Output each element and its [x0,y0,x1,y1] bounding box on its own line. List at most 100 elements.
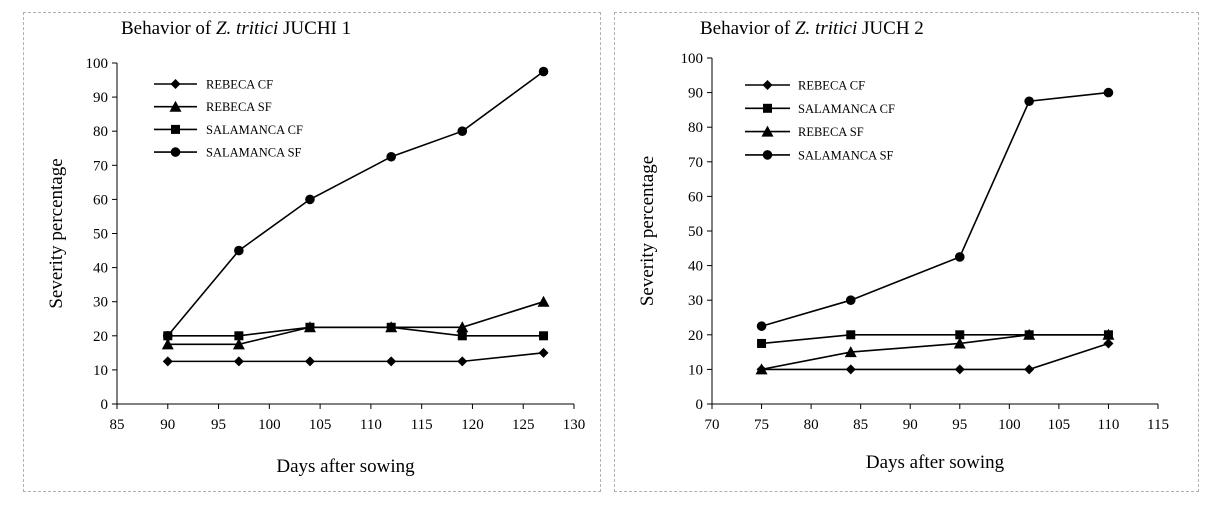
chart-1-title-prefix: Behavior of [121,18,216,39]
chart-1-title-italic: Z. tritici [216,18,278,39]
chart-2-series-rebeca-sf-point [844,346,857,358]
chart-2-series-salamanca-cf-point [757,338,767,348]
chart-1-legend-marker [170,147,181,157]
chart-2-series-rebeca-sf-point [1102,328,1115,340]
chart-2-series-rebeca-cf-line [761,342,1109,371]
chart-2-x-tick-label: 105 [1048,417,1071,433]
chart-2-y-tick-label: 80 [688,120,703,136]
chart-2-y-tick-label: 40 [688,259,703,275]
chart-1-y-tick-label: 70 [93,158,108,174]
chart-1-series-rebeca-sf-point [232,338,245,350]
chart-2-x-tick-label: 80 [804,417,819,433]
chart-2-series-salamanca-cf-point [955,330,965,340]
chart-1-series-rebeca-sf-point [537,295,550,307]
chart-1-y-tick-label: 40 [93,261,108,277]
chart-2-series-salamanca-cf-line [761,333,1109,345]
chart-1-series-rebeca-sf [161,295,550,350]
chart-1-y-tick-label: 0 [101,397,109,413]
chart-2-series-salamanca-sf-point [1024,96,1034,107]
chart-2-y-tick-label: 30 [688,293,703,309]
chart-1-series-rebeca-sf-point [456,321,469,333]
chart-1-legend-label: REBECA SF [206,100,272,114]
chart-2-x-tick-label: 100 [998,417,1021,433]
chart-1-legend-item: SALAMANCA SF [154,146,302,160]
chart-1-x-tick-label: 100 [258,417,281,433]
chart-1-x-tick-label: 85 [110,417,125,433]
chart-1-title: Behavior of Z. tritici JUCHI 1 [121,18,351,39]
chart-1-series-rebeca-cf-point [538,347,549,358]
chart-1-legend-marker [171,124,180,134]
chart-2-legend-item: SALAMANCA CF [745,102,895,116]
chart-2-x-tick-label: 85 [853,417,868,433]
chart-2-y-tick-label: 60 [688,189,703,205]
chart-2-x-tick-label: 95 [952,417,967,433]
chart-2-title-suffix: JUCH 2 [857,18,924,39]
chart-1-series-salamanca-sf-line [167,70,545,337]
chart-2-legend-marker [762,150,773,160]
chart-2-y-tick-label: 50 [688,224,703,240]
chart-2-series-rebeca-sf-point [755,363,768,375]
chart-1-series-salamanca-sf-point [386,151,397,162]
chart-1-legend-label: SALAMANCA SF [206,146,302,160]
chart-2-series-rebeca-cf-point [1024,364,1035,375]
chart-2-legend-item: REBECA CF [745,79,865,93]
chart-1-x-tick-label: 125 [512,417,535,433]
chart-2-y-tick-label: 100 [681,51,704,67]
chart-2-series-rebeca-sf-point [953,337,966,349]
chart-1-series-salamanca-cf-point [305,322,315,332]
chart-2-legend-label: REBECA CF [798,79,865,93]
chart-1-legend-marker [170,79,181,89]
chart-1-legend-item: REBECA SF [154,100,272,114]
chart-2-series-rebeca-sf-line [761,333,1109,371]
chart-2-series-rebeca-cf-point [845,364,856,375]
chart-1-series-rebeca-sf-line [167,300,544,346]
chart-2-title-prefix: Behavior of [700,18,795,39]
chart-2-x-tick-label: 115 [1147,417,1169,433]
chart-1-series-rebeca-cf-point [304,356,315,367]
chart-2-x-tick-label: 90 [903,417,918,433]
chart-2-y-tick-label: 20 [688,328,703,344]
chart-1-series-salamanca-cf [163,322,549,341]
chart-2-series-salamanca-sf-point [954,252,965,262]
chart-1-y-tick-label: 100 [86,56,109,72]
chart-2-x-tick-label: 75 [754,417,769,433]
chart-1-x-tick-label: 120 [461,417,484,433]
chart-2-series-rebeca-cf-point [1103,338,1114,349]
chart-1-series-rebeca-cf-point [162,356,173,367]
chart-1-series-rebeca-cf-point [386,356,397,367]
chart-1-y-tick-label: 60 [93,192,108,208]
chart-2-series-rebeca-sf [755,328,1115,375]
chart-2-legend-label: SALAMANCA SF [798,148,894,162]
chart-1-legend-item: SALAMANCA CF [154,123,303,137]
chart-2-series-rebeca-sf-point [1023,328,1036,340]
chart-1-series-rebeca-cf [162,347,549,367]
chart-2-legend-item: REBECA SF [745,125,864,139]
chart-2-title: Behavior of Z. tritici JUCH 2 [700,18,924,39]
chart-2-y-tick-label: 70 [688,155,703,171]
chart-panel-juch-2 [614,12,1199,492]
chart-1-x-tick-label: 95 [211,417,226,433]
chart-2-legend-marker [762,80,773,90]
chart-1-series-salamanca-sf-point [538,66,549,77]
chart-1-x-tick-label: 115 [411,417,433,433]
chart-1-legend-item: REBECA CF [154,78,273,92]
chart-2-x-axis-label: Days after sowing [866,452,1005,473]
chart-1-y-tick-label: 30 [93,295,108,311]
chart-1-title-suffix: JUCHI 1 [278,18,351,39]
chart-2: Behavior of Z. tritici JUCH 2 0 10 20 30 40 50… [637,18,1169,473]
chart-2-series-salamanca-sf-point [845,295,856,306]
chart-2-legend-label: SALAMANCA CF [798,102,895,116]
chart-1-x-tick-label: 90 [160,417,175,433]
chart-2-legend-label: REBECA SF [798,125,864,139]
chart-1-y-tick-label: 50 [93,227,108,243]
chart-1-x-tick-label: 110 [360,417,382,433]
chart-1-y-tick-label: 20 [93,329,108,345]
chart-2-legend-marker [763,103,772,113]
chart-2-x-tick-label: 110 [1097,417,1119,433]
chart-2-x-tick-label: 70 [705,417,720,433]
chart-2-series-rebeca-cf [756,338,1114,375]
chart-2-series-salamanca-sf-point [756,321,767,331]
chart-1-y-axis-label: Severity percentage [46,158,67,308]
chart-1-series-salamanca-sf [162,66,549,341]
